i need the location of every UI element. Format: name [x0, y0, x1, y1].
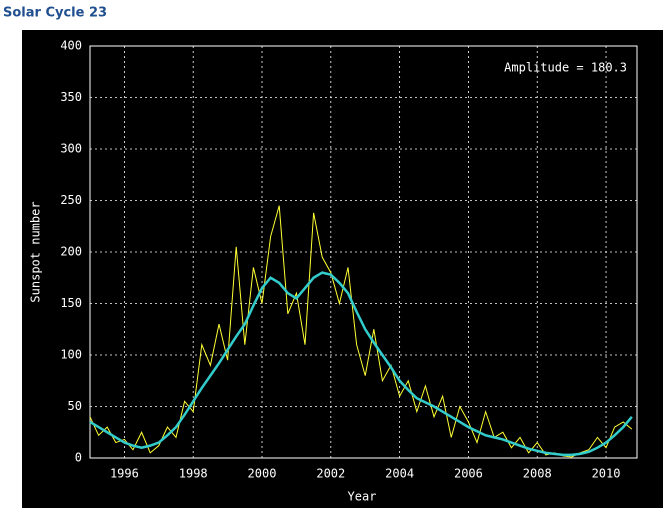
- x-tick-label: 2004: [385, 467, 414, 481]
- plot-background: [22, 30, 663, 508]
- series-line: [89, 271, 633, 457]
- y-tick-label: 200: [60, 245, 82, 259]
- x-tick-label: 1996: [110, 467, 139, 481]
- x-tick-label: 2000: [248, 467, 277, 481]
- x-axis-label: Year: [348, 490, 377, 504]
- y-tick-label: 50: [68, 399, 82, 413]
- x-tick-label: 2002: [316, 467, 345, 481]
- y-tick-label: 0: [75, 451, 82, 465]
- annotation: Amplitude = 180.3: [504, 61, 627, 75]
- x-tick-label: 2008: [523, 467, 552, 481]
- x-tick-label: 2006: [454, 467, 483, 481]
- y-tick-label: 400: [60, 39, 82, 53]
- y-tick-label: 250: [60, 193, 82, 207]
- x-tick-label: 2010: [592, 467, 621, 481]
- y-tick-label: 350: [60, 90, 82, 104]
- chart-title: Solar Cycle 23: [3, 6, 107, 21]
- y-axis-label: Sunspot number: [29, 201, 43, 302]
- y-tick-label: 100: [60, 348, 82, 362]
- y-tick-label: 150: [60, 296, 82, 310]
- x-tick-label: 1998: [179, 467, 208, 481]
- plot-frame: [89, 45, 638, 459]
- y-tick-label: 300: [60, 142, 82, 156]
